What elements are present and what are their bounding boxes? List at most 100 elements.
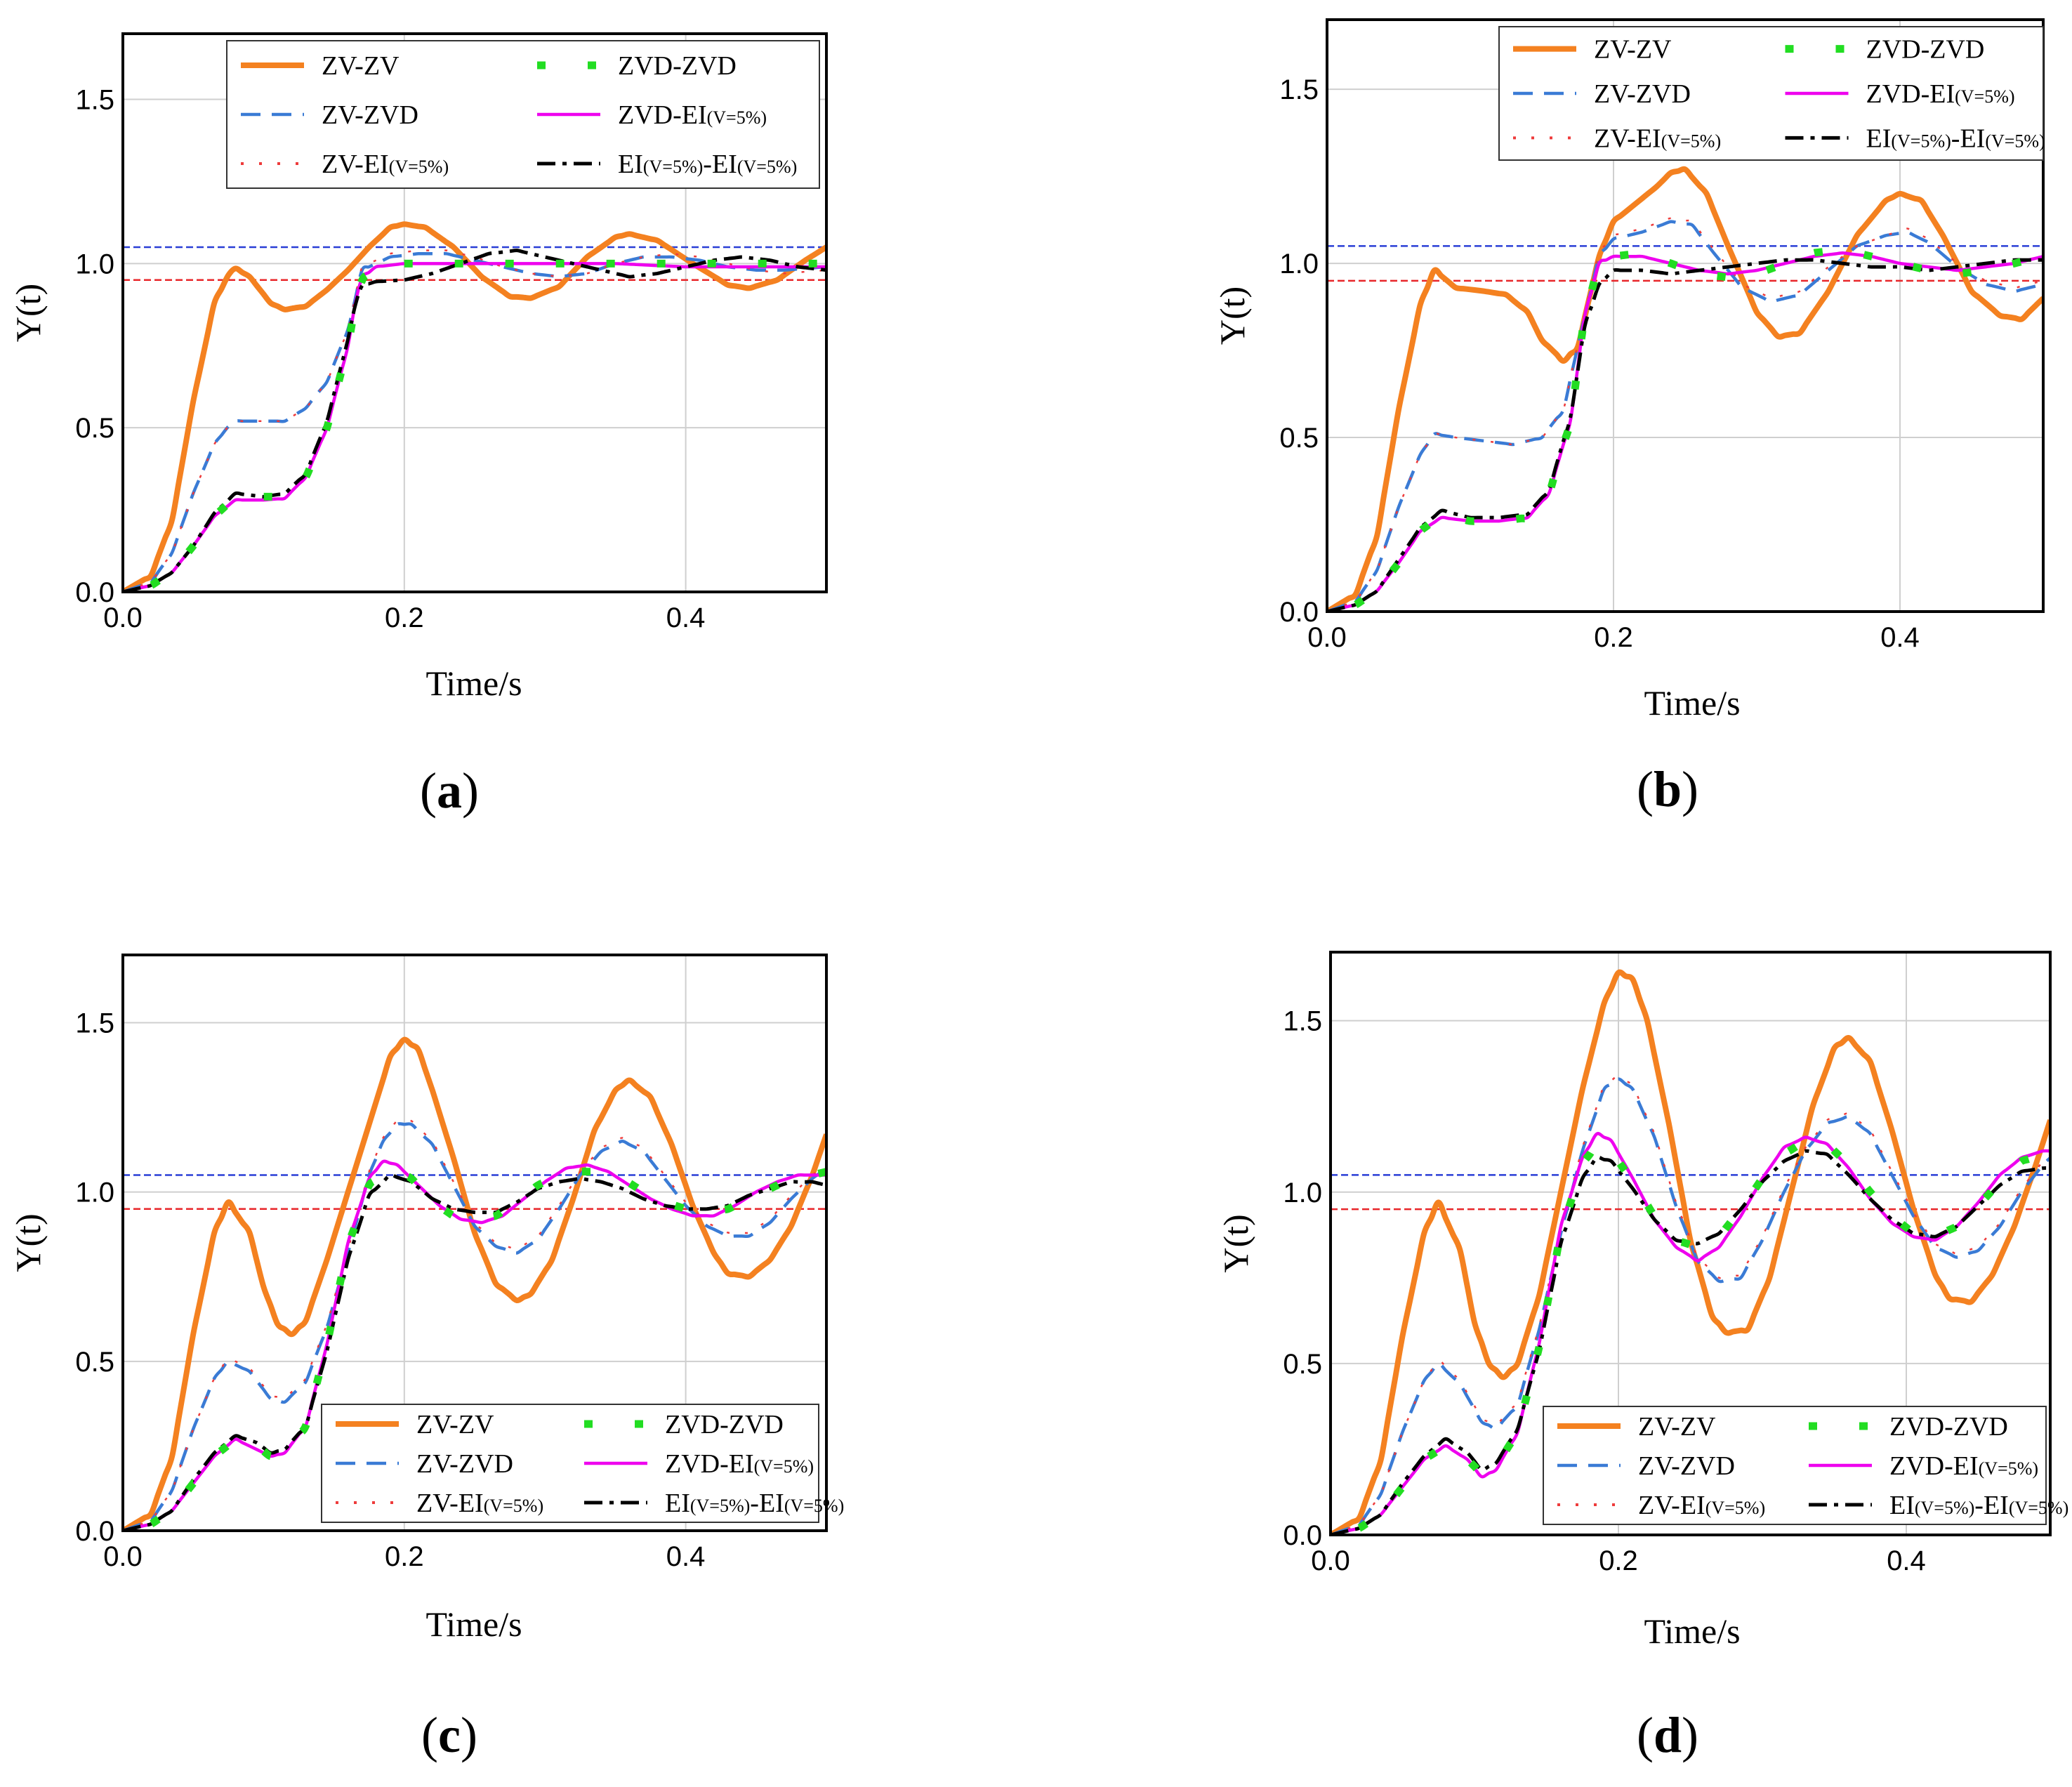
series-line-eiei [123,249,826,592]
series-line-eiei [123,1173,826,1531]
x-tick-label: 0.0 [103,602,143,633]
series-line-zvei [123,249,826,592]
chart-panel-d: 0.0 0.2 0.4 0.0 0.5 1.0 1.5 Time/s Y(t) ZV-ZV ZVD-… [1216,951,2068,1763]
x-tick-label: 0.4 [666,1541,706,1572]
x-tick-label: 0.0 [1307,622,1347,653]
legend-label-zvzv: ZV-ZV [1594,35,1672,65]
plot-frame [121,32,828,593]
series-line-zvzv [123,221,826,592]
y-tick-label: 1.0 [1283,1178,1322,1208]
legend-label-zvei: ZV-EI(V=5%) [416,1489,543,1518]
x-tick-label: 0.4 [1887,1545,1926,1576]
y-tick-label: 0.5 [75,1347,114,1378]
y-axis-label: Y(t) [8,284,48,342]
legend-box [1498,26,2044,161]
series-group [123,1036,826,1531]
y-tick-label: 0.5 [1279,423,1319,454]
x-tick-label: 0.4 [1880,622,1920,653]
legend-label-zvzvd: ZV-ZVD [1638,1451,1735,1481]
legend-box [226,40,820,189]
panel-caption: (b) [1637,761,1698,817]
y-tick-label: 1.5 [75,1008,114,1038]
legend: ZV-ZV ZVD-ZVD ZV-ZVD ZVD-EI(V=5%) ZV-EI(V=5%… [226,40,820,189]
legend-label-zvei: ZV-EI(V=5%) [322,150,449,179]
panel-caption: (a) [420,763,479,819]
y-tick-label: 0.5 [1283,1349,1322,1380]
y-tick-label: 0.0 [75,577,114,608]
x-tick-label: 0.4 [666,602,706,633]
x-tick-label: 0.0 [103,1541,143,1572]
series-line-zvei [1327,217,2043,612]
y-tick-label: 0.5 [75,413,114,444]
panel-caption: (d) [1637,1707,1698,1763]
series-line-zvdei [1327,251,2043,612]
y-tick-label: 1.5 [1283,1006,1322,1037]
series-line-zvzvd [123,1122,826,1531]
x-axis-label: Time/s [425,1604,522,1644]
legend-label-eiei: EI(V=5%)-EI(V=5%) [1889,1491,2068,1520]
y-tick-label: 0.0 [1283,1520,1322,1551]
legend-label-zvdzvd: ZVD-ZVD [1866,35,1985,65]
y-axis-label: Y(t) [1216,1214,1255,1272]
series-line-zvzv [1331,969,2050,1535]
legend-label-zvzvd: ZV-ZVD [1594,79,1691,109]
legend-label-zvzvd: ZV-ZVD [322,100,418,130]
plot-frame [121,954,828,1532]
legend-label-zvzv: ZV-ZV [322,51,400,81]
x-tick-label: 0.2 [1594,622,1633,653]
x-tick-label: 0.2 [1599,1545,1638,1576]
chart-panel-c: 0.0 0.2 0.4 0.0 0.5 1.0 1.5 Time/s Y(t) ZV-ZV ZVD-… [8,954,844,1763]
legend-label-zvzvd: ZV-ZVD [416,1449,513,1479]
legend-label-zvei: ZV-EI(V=5%) [1638,1491,1765,1520]
y-tick-label: 1.0 [75,1178,114,1208]
legend-label-eiei: EI(V=5%)-EI(V=5%) [665,1489,844,1518]
panel-caption: (c) [421,1707,477,1763]
plot-frame [1329,951,2052,1536]
legend-label-zvzv: ZV-ZV [1638,1412,1716,1442]
legend-box [1543,1406,2047,1525]
y-tick-label: 1.5 [1279,74,1319,105]
legend-label-zvdzvd: ZVD-ZVD [665,1410,784,1439]
plot-frame [1326,18,2045,613]
y-tick-label: 1.5 [75,85,114,116]
chart-panel-b: 0.0 0.2 0.4 0.0 0.5 1.0 1.5 Time/s Y(t) ZV-ZV ZVD-… [1213,18,2045,817]
x-tick-label: 0.2 [385,602,424,633]
x-tick-label: 0.2 [385,1541,424,1572]
y-axis-label: Y(t) [8,1213,48,1272]
x-axis-label: Time/s [1644,1611,1740,1651]
legend-label-zvdei: ZVD-EI(V=5%) [1866,79,2015,109]
legend-label-eiei: EI(V=5%)-EI(V=5%) [618,150,797,179]
x-axis-label: Time/s [425,664,522,703]
legend-box [321,1404,819,1523]
y-axis-label: Y(t) [1213,286,1252,345]
y-tick-label: 0.0 [75,1516,114,1547]
series-group [1331,969,2050,1535]
legend-label-zvdei: ZVD-EI(V=5%) [665,1449,814,1479]
chart-panel-a: 0.0 0.2 0.4 0.0 0.5 1.0 1.5 Time/s Y(t) ZV-ZV ZVD-… [8,32,828,819]
series-line-zvzv [123,1036,826,1531]
series-line-zvdei [1331,1132,2050,1535]
y-tick-label: 0.0 [1279,597,1319,628]
legend-label-zvei: ZV-EI(V=5%) [1594,124,1721,153]
y-tick-label: 1.0 [75,249,114,279]
legend-label-zvdei: ZVD-EI(V=5%) [618,100,767,130]
legend-label-zvzv: ZV-ZV [416,1410,494,1439]
series-group [1327,166,2043,612]
series-line-zvdei [123,1159,826,1531]
legend: ZV-ZV ZVD-ZVD ZV-ZVD ZVD-EI(V=5%) ZV-EI(V=5%… [1498,26,2045,161]
legend-label-zvdzvd: ZVD-ZVD [1889,1412,2008,1442]
series-line-zvdzvd [123,259,826,592]
y-tick-label: 1.0 [1279,249,1319,279]
x-axis-label: Time/s [1644,683,1740,723]
legend-label-zvdzvd: ZVD-ZVD [618,51,737,81]
series-line-eiei [1331,1149,2050,1535]
legend-label-zvdei: ZVD-EI(V=5%) [1889,1451,2038,1481]
series-group [123,221,826,592]
x-tick-label: 0.0 [1311,1545,1350,1576]
series-line-zvzvd [1327,220,2043,612]
legend: ZV-ZV ZVD-ZVD ZV-ZVD ZVD-EI(V=5%) ZV-EI(V=5%… [1543,1406,2068,1525]
legend: ZV-ZV ZVD-ZVD ZV-ZVD ZVD-EI(V=5%) ZV-EI(V=5%… [321,1404,844,1523]
legend-label-eiei: EI(V=5%)-EI(V=5%) [1866,124,2045,153]
